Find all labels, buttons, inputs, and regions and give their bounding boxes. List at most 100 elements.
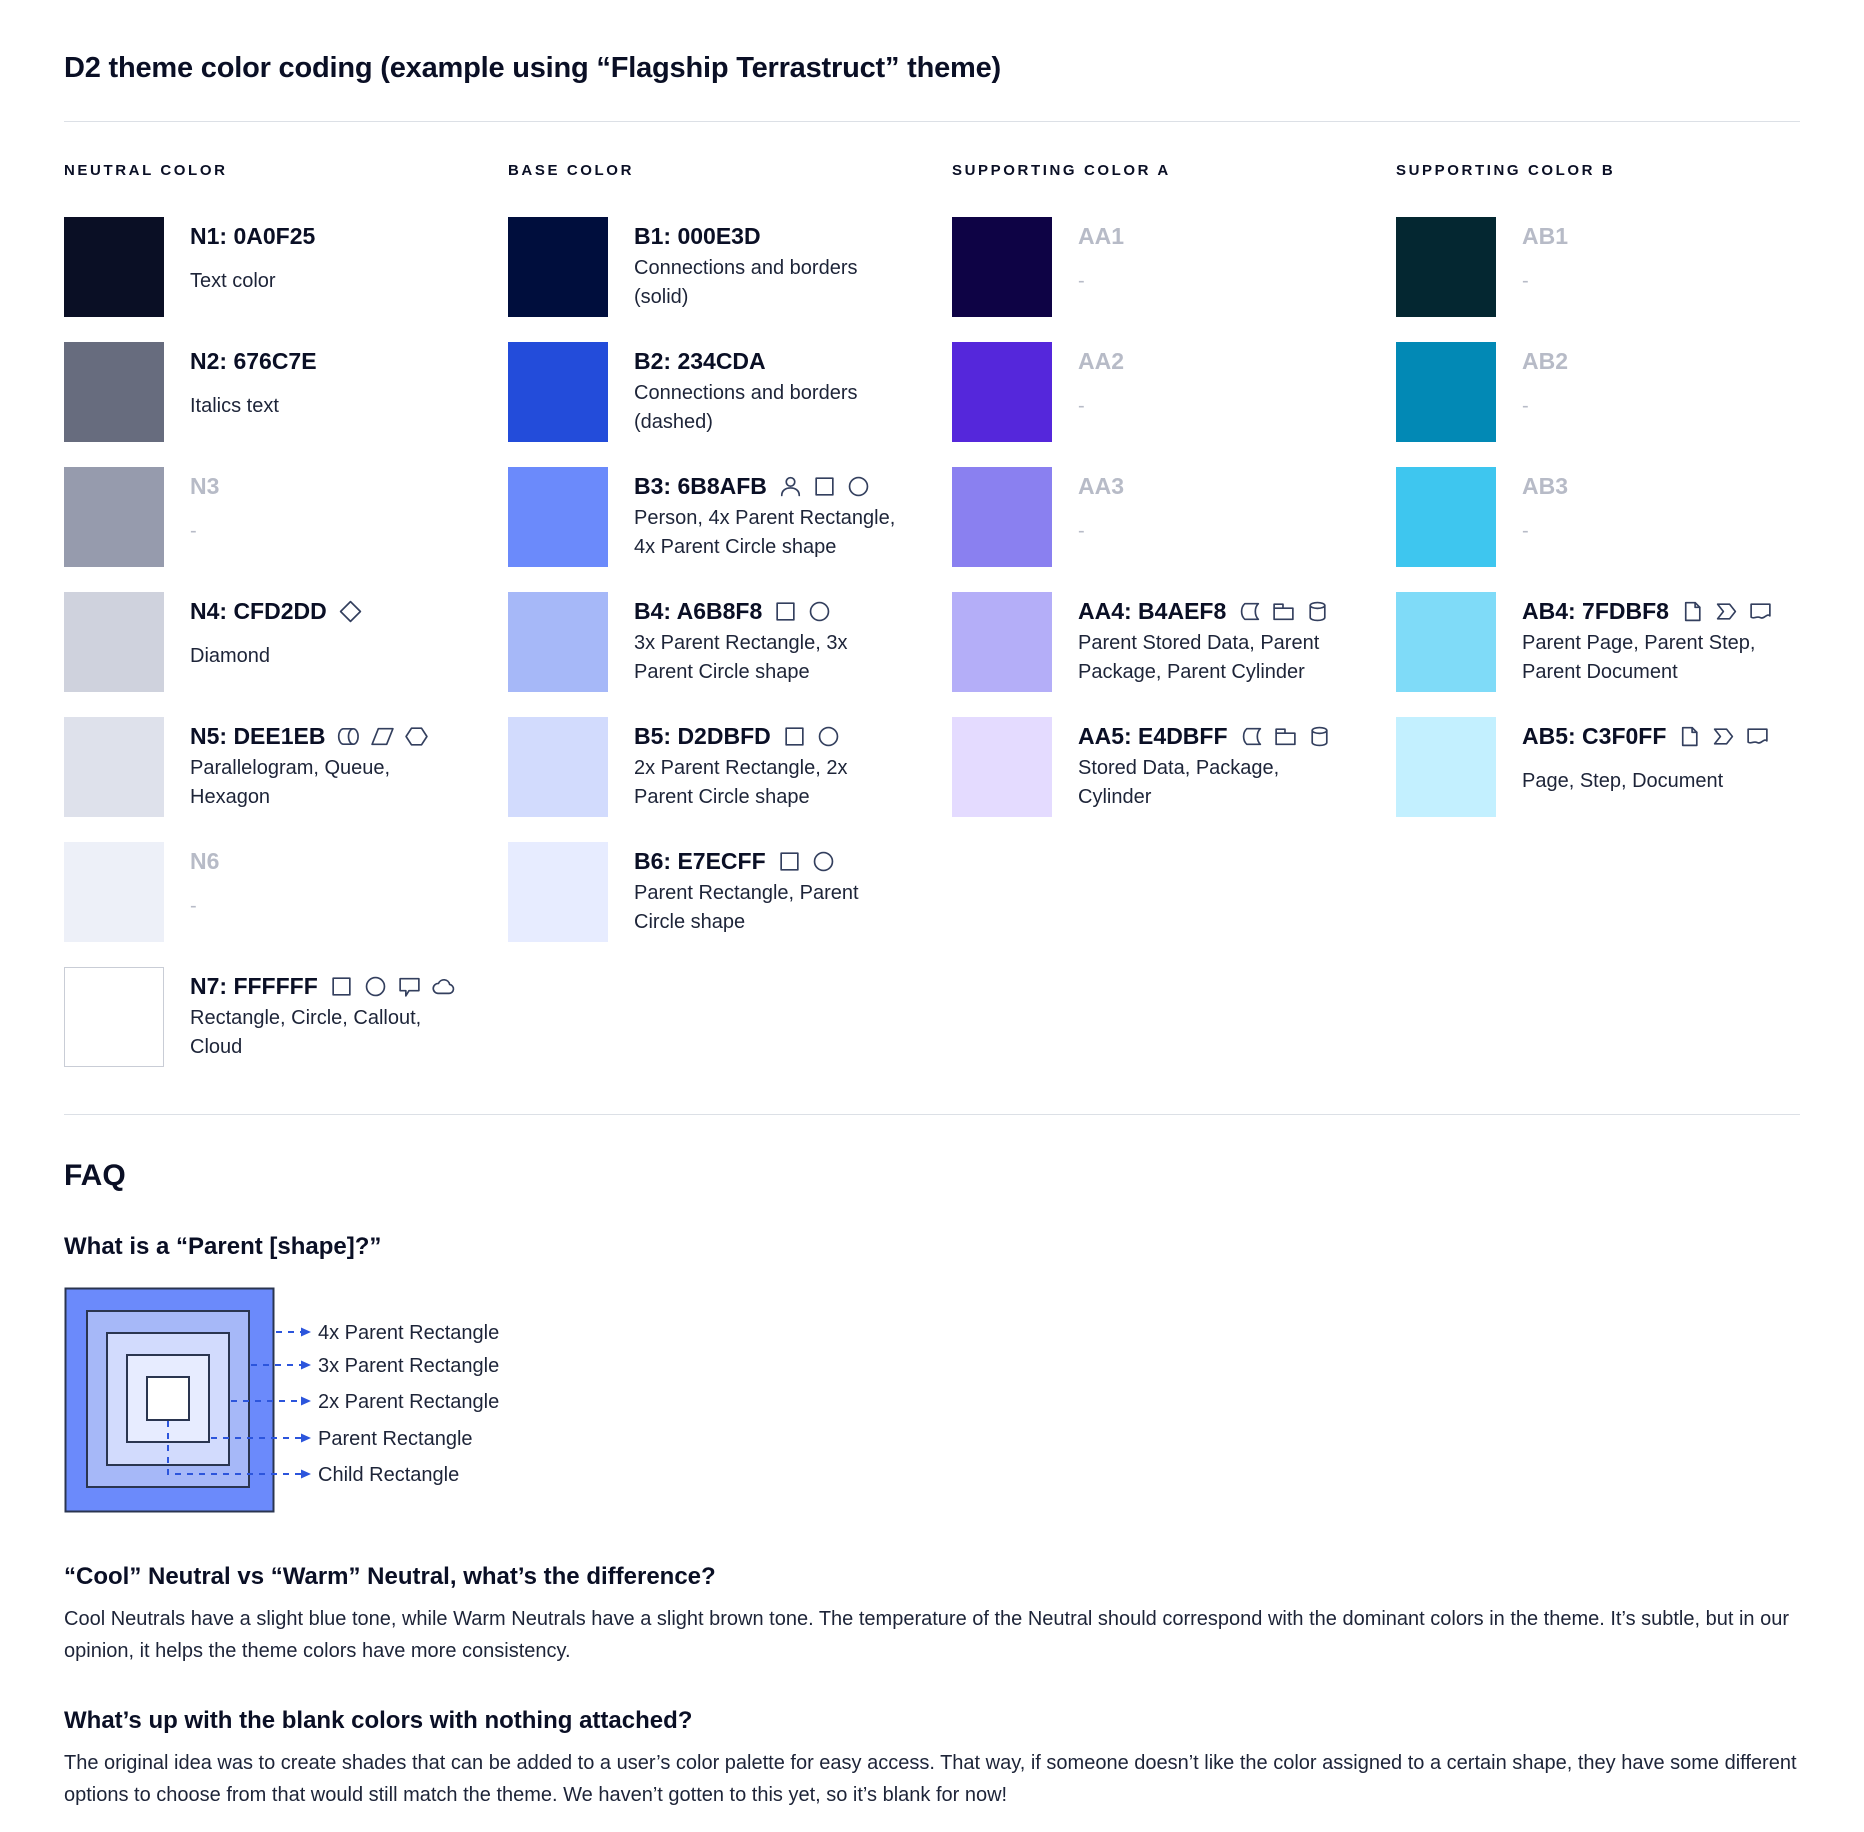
color-swatch (508, 217, 608, 317)
step-icon (1711, 724, 1736, 749)
step-icon (1714, 599, 1739, 624)
swatch-label: B1: 000E3D (634, 223, 761, 249)
color-swatch (1396, 592, 1496, 692)
swatch-text: B5: D2DBFD 2x Parent Rectangle, 2x Parent… (634, 717, 920, 817)
swatch-text: AA2 - (1078, 342, 1364, 442)
swatch-text: B2: 234CDA Connections and borders (dashe… (634, 342, 920, 442)
swatch-description: Parent Rectangle, Parent Circle shape (634, 882, 859, 933)
arrow-icon (301, 1396, 311, 1406)
swatch-description: Stored Data, Package, Cylinder (1078, 757, 1280, 808)
swatch-text: AA4: B4AEF8 Parent Stored Data, Parent Pa… (1078, 592, 1364, 692)
swatch-label: AB4: 7FDBF8 (1522, 598, 1669, 624)
swatch-label: AA1 (1078, 223, 1125, 249)
swatch-row: AB5: C3F0FF Page, Step, Document (1396, 717, 1800, 817)
swatch-label: B4: A6B8F8 (634, 598, 763, 624)
swatch-row: AA5: E4DBFF Stored Data, Package, Cylinde… (952, 717, 1396, 817)
swatch-description: Parent Stored Data, Parent Package, Pare… (1078, 632, 1320, 683)
swatch-row: AB4: 7FDBF8 Parent Page, Parent Step, Par… (1396, 592, 1800, 692)
swatch-description: Parallelogram, Queue, Hexagon (190, 757, 391, 808)
swatch-row: N5: DEE1EB Parallelogram, Queue, Hexagon (64, 717, 508, 817)
color-swatch (64, 592, 164, 692)
shape-icons (782, 724, 841, 749)
swatch-text: N4: CFD2DD Diamond (190, 592, 476, 692)
swatch-label: B2: 234CDA (634, 348, 766, 374)
swatch-row: N6 - (64, 842, 508, 942)
swatch-description: Connections and borders (dashed) (634, 382, 858, 433)
swatch-text: AB3 - (1522, 467, 1800, 567)
swatch-text: B6: E7ECFF Parent Rectangle, Parent Circl… (634, 842, 920, 942)
swatch-description: Person, 4x Parent Rectangle, 4x Parent C… (634, 507, 896, 558)
color-swatch (1396, 217, 1496, 317)
faq-heading: FAQ (64, 1159, 126, 1192)
color-swatch (952, 717, 1052, 817)
swatch-description: Diamond (190, 645, 271, 667)
shape-icons (778, 474, 871, 499)
swatch-label: B5: D2DBFD (634, 723, 771, 749)
color-swatch (508, 842, 608, 942)
rectangle-icon (812, 474, 837, 499)
faq-question-blank-colors: What’s up with the blank colors with not… (64, 1707, 693, 1734)
swatch-description: 3x Parent Rectangle, 3x Parent Circle sh… (634, 632, 848, 683)
diagram-label: 4x Parent Rectangle (318, 1322, 499, 1344)
swatch-description: - (1078, 520, 1085, 542)
color-swatch (1396, 467, 1496, 567)
shape-icons (329, 974, 456, 999)
swatch-description: Rectangle, Circle, Callout, Cloud (190, 1007, 422, 1058)
page-title: D2 theme color coding (example using “Fl… (64, 52, 1002, 84)
swatch-label: B6: E7ECFF (634, 848, 766, 874)
diagram-label: 3x Parent Rectangle (318, 1355, 499, 1377)
shape-icons (336, 724, 429, 749)
color-swatch (64, 842, 164, 942)
arrow-icon (301, 1433, 311, 1443)
document-icon (1745, 724, 1770, 749)
swatch-text: N1: 0A0F25 Text color (190, 217, 476, 317)
swatch-label: B3: 6B8AFB (634, 473, 767, 499)
package-icon (1273, 724, 1298, 749)
person-icon (778, 474, 803, 499)
swatch-description: - (1078, 395, 1085, 417)
stored-data-icon (1237, 599, 1262, 624)
palette-grid: NEUTRAL COLOR N1: 0A0F25 Text color N2: 676… (64, 162, 1800, 1092)
swatch-label: AB3 (1522, 473, 1569, 499)
swatch-text: AA3 - (1078, 467, 1364, 567)
swatch-row: B6: E7ECFF Parent Rectangle, Parent Circl… (508, 842, 952, 942)
cloud-icon (431, 974, 456, 999)
faq-question-parent-shape: What is a “Parent [shape]?” (64, 1233, 382, 1260)
swatch-row: N7: FFFFFF Rectangle, Circle, Callout, Cl… (64, 967, 508, 1067)
diamond-icon (338, 599, 363, 624)
color-swatch (1396, 342, 1496, 442)
callout-icon (397, 974, 422, 999)
swatch-text: AB2 - (1522, 342, 1800, 442)
circle-icon (807, 599, 832, 624)
diagram-child-rectangle (146, 1376, 190, 1421)
color-swatch (952, 592, 1052, 692)
swatch-label: N3 (190, 473, 220, 499)
swatch-row: AA3 - (952, 467, 1396, 567)
swatch-label: N6 (190, 848, 220, 874)
swatch-description: 2x Parent Rectangle, 2x Parent Circle sh… (634, 757, 848, 808)
color-swatch (952, 467, 1052, 567)
arrow-icon (301, 1469, 311, 1479)
faq-question-cool-vs-warm: “Cool” Neutral vs “Warm” Neutral, what’s… (64, 1563, 716, 1590)
swatch-text: N5: DEE1EB Parallelogram, Queue, Hexagon (190, 717, 476, 817)
circle-icon (363, 974, 388, 999)
color-swatch (64, 717, 164, 817)
swatch-description: - (1522, 270, 1529, 292)
column-header: SUPPORTING COLOR B (1396, 162, 1616, 179)
shape-icons (338, 599, 363, 624)
swatch-text: B4: A6B8F8 3x Parent Rectangle, 3x Parent… (634, 592, 920, 692)
divider-top (64, 121, 1800, 122)
column-header: NEUTRAL COLOR (64, 162, 228, 179)
swatch-label: N5: DEE1EB (190, 723, 326, 749)
swatch-label: AA2 (1078, 348, 1125, 374)
arrow-icon (301, 1327, 311, 1337)
circle-icon (816, 724, 841, 749)
swatch-row: AA1 - (952, 217, 1396, 317)
swatch-row: AB1 - (1396, 217, 1800, 317)
swatch-description: Italics text (190, 395, 279, 417)
package-icon (1271, 599, 1296, 624)
parent-shape-diagram: 4x Parent Rectangle 3x Parent Rectangle … (64, 1287, 499, 1513)
cylinder-icon (1307, 724, 1332, 749)
shape-icons (1237, 599, 1330, 624)
